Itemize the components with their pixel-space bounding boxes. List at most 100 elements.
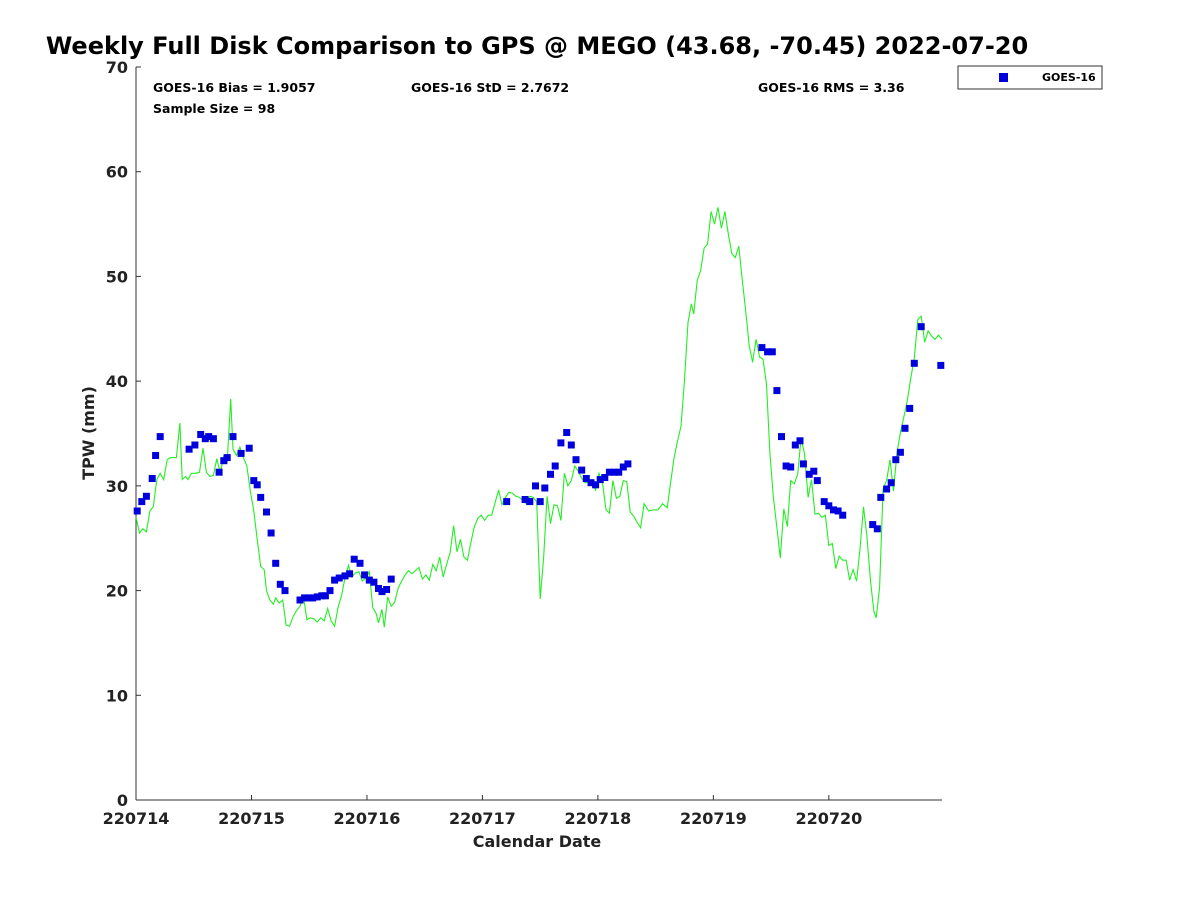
data-point xyxy=(892,456,900,464)
y-axis-label: TPW (mm) xyxy=(79,386,98,480)
data-point xyxy=(805,470,813,478)
data-point xyxy=(313,593,321,601)
data-point xyxy=(592,481,600,489)
data-point xyxy=(791,441,799,449)
data-point xyxy=(839,511,847,519)
data-point xyxy=(820,498,828,506)
data-point xyxy=(582,475,590,482)
data-point xyxy=(758,344,766,352)
data-point xyxy=(326,587,334,595)
legend: GOES-16 xyxy=(957,65,1103,90)
data-point xyxy=(526,498,534,506)
data-point xyxy=(813,477,821,485)
data-point xyxy=(133,507,141,515)
data-point xyxy=(378,588,386,596)
data-point xyxy=(810,467,818,475)
data-point xyxy=(596,476,604,484)
data-point xyxy=(237,449,245,457)
data-point xyxy=(834,507,842,515)
y-tick-label: 70 xyxy=(106,58,128,77)
data-point xyxy=(296,596,304,604)
y-tick-label: 20 xyxy=(106,582,128,601)
data-point xyxy=(370,578,378,586)
data-point xyxy=(906,404,914,412)
data-point xyxy=(615,468,623,476)
data-point xyxy=(383,586,391,593)
data-point xyxy=(205,433,213,441)
plot-area xyxy=(133,207,945,628)
x-tick-label: 220714 xyxy=(103,809,170,828)
std-stat: GOES-16 StD = 2.7672 xyxy=(411,80,569,95)
data-point xyxy=(624,460,632,468)
data-point xyxy=(901,424,909,432)
data-point xyxy=(521,496,529,503)
data-point xyxy=(601,474,609,481)
data-point xyxy=(387,575,395,583)
data-point xyxy=(309,594,317,602)
sample-size-stat: Sample Size = 98 xyxy=(153,101,275,116)
data-point xyxy=(263,508,270,516)
data-point xyxy=(272,559,280,567)
data-point xyxy=(257,493,265,501)
data-point xyxy=(148,475,156,482)
legend-label-goes16: GOES-16 xyxy=(1042,71,1096,84)
y-tick-label: 30 xyxy=(106,477,128,496)
data-point xyxy=(346,570,354,578)
data-point xyxy=(830,506,837,514)
data-point xyxy=(768,348,776,356)
x-axis-ticks: 220714 220715 220716 220717 220718 220719 2207… xyxy=(103,795,862,828)
data-point xyxy=(883,485,891,493)
data-point xyxy=(281,587,289,595)
data-point xyxy=(267,529,275,537)
data-point xyxy=(869,521,877,529)
chart-title: Weekly Full Disk Comparison to GPS @ MEG… xyxy=(46,32,1028,60)
data-point xyxy=(572,456,580,464)
x-tick-label: 220719 xyxy=(680,809,747,828)
y-axis-ticks: 0 10 20 30 40 50 60 70 xyxy=(106,58,141,810)
data-point xyxy=(873,525,881,533)
x-tick-label: 220718 xyxy=(564,809,631,828)
data-point xyxy=(937,361,945,369)
y-tick-label: 60 xyxy=(106,163,128,182)
data-point xyxy=(778,433,785,441)
x-axis-label: Calendar Date xyxy=(473,832,602,851)
data-point xyxy=(578,466,586,474)
y-tick-label: 10 xyxy=(106,686,128,705)
data-point xyxy=(587,479,595,487)
data-point xyxy=(541,484,549,492)
data-point xyxy=(185,445,193,453)
y-tick-label: 50 xyxy=(106,267,128,286)
data-point xyxy=(197,431,205,438)
data-point xyxy=(321,592,329,600)
data-point xyxy=(610,468,618,476)
x-tick-label: 220716 xyxy=(334,809,401,828)
data-point xyxy=(156,433,164,441)
y-tick-label: 40 xyxy=(106,372,128,391)
data-point xyxy=(917,323,925,331)
data-point xyxy=(350,555,358,563)
data-point xyxy=(142,492,150,500)
data-point xyxy=(547,470,554,478)
series-line-gps xyxy=(135,207,943,628)
y-tick-label: 0 xyxy=(117,791,128,810)
legend-marker-goes16 xyxy=(999,73,1008,82)
data-point xyxy=(250,477,258,485)
data-point xyxy=(152,452,160,459)
data-point xyxy=(764,348,772,356)
data-point xyxy=(253,481,261,489)
data-point xyxy=(138,498,146,506)
data-point xyxy=(799,460,807,468)
data-point xyxy=(563,429,571,436)
x-tick-label: 220715 xyxy=(218,809,285,828)
data-point xyxy=(335,574,343,582)
x-tick-label: 220720 xyxy=(795,809,862,828)
data-point xyxy=(361,571,369,579)
data-point xyxy=(215,468,223,476)
data-point xyxy=(796,437,804,445)
data-point xyxy=(536,498,544,506)
data-point xyxy=(532,482,539,490)
data-point xyxy=(276,580,284,588)
x-tick-label: 220717 xyxy=(449,809,516,828)
